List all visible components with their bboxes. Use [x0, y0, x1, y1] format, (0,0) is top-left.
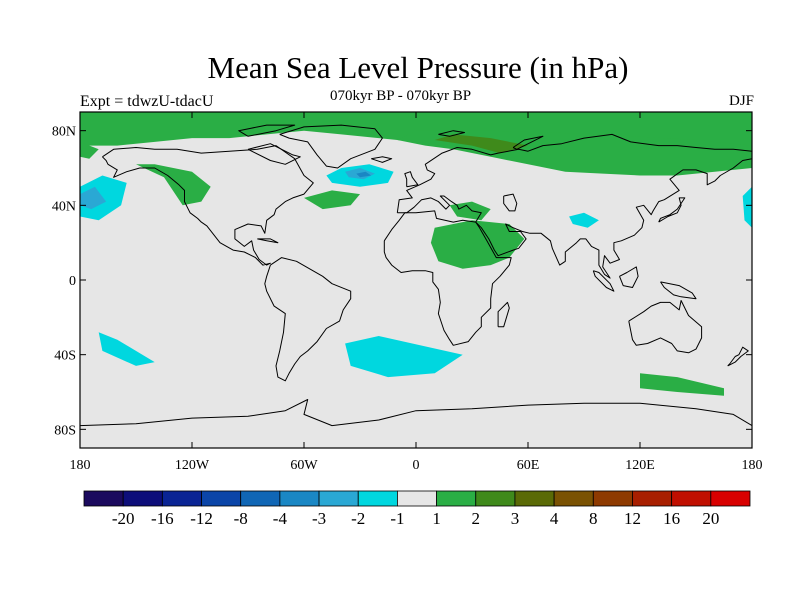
coastline-baffin [247, 143, 301, 165]
coastline-antarctica [80, 399, 752, 427]
experiment-label: Expt = tdwzU-tdacU [80, 93, 214, 110]
colorbar-label: 1 [432, 509, 441, 528]
x-tick-label: 120E [625, 458, 655, 473]
coastline-new-guinea [660, 281, 697, 300]
colorbar-label: 20 [702, 509, 719, 528]
colorbar-swatch [397, 490, 437, 507]
latitude-axis: 80N 40N 0 40S 80S [52, 125, 752, 438]
colorbar-swatch [201, 490, 242, 507]
colorbar-swatch [553, 490, 594, 507]
coastline-novaya-zemlya [512, 135, 544, 150]
colorbar-swatch [671, 490, 712, 507]
region-e-pacific-blue [742, 186, 752, 228]
longitude-axis: 180 120W 60W 0 60E 120E 180 [70, 112, 763, 473]
map-title: Mean Sea Level Pressure (in hPa) [207, 50, 629, 85]
colorbar-swatch [475, 490, 516, 507]
colorbar-swatch [710, 490, 751, 507]
region-africa-green [430, 220, 525, 269]
y-tick-label: 0 [69, 274, 76, 289]
colorbar-label: -12 [190, 509, 213, 528]
colorbar-swatch [83, 490, 124, 507]
colorbar-label: 2 [472, 509, 481, 528]
x-tick-label: 0 [413, 458, 420, 473]
colorbar-label: -16 [151, 509, 174, 528]
y-tick-label: 80S [54, 423, 76, 438]
colorbar-label: 4 [550, 509, 559, 528]
colorbar-swatch [122, 490, 163, 507]
map-plot-area [79, 111, 753, 449]
colorbar-label: 12 [624, 509, 641, 528]
coastline-new-zealand [727, 346, 749, 367]
coastline-borneo [619, 266, 639, 288]
coastline-uk [404, 171, 419, 188]
colorbar-swatch [632, 490, 673, 507]
region-n-pacific-blue [80, 175, 127, 221]
coastline-cuba [257, 238, 279, 244]
period-label: 070kyr BP - 070kyr BP [330, 88, 472, 104]
region-tibet-blue [569, 212, 599, 228]
x-tick-label: 60W [290, 458, 318, 473]
y-tick-label: 40N [52, 199, 76, 214]
coastline-greenland [279, 124, 383, 169]
coastline-madagascar [497, 301, 510, 328]
colorbar-label: 16 [663, 509, 680, 528]
y-tick-label: 40S [54, 349, 76, 364]
colorbar-swatch [240, 490, 281, 507]
x-tick-label: 180 [70, 458, 91, 473]
region-n-america-green [136, 164, 211, 206]
x-tick-label: 180 [742, 458, 763, 473]
anomaly-regions [80, 112, 752, 396]
colorbar-label: -3 [312, 509, 326, 528]
colorbar-label: -4 [273, 509, 288, 528]
x-tick-label: 60E [517, 458, 540, 473]
coastline-africa [383, 210, 512, 346]
coastline-sumatra [592, 270, 615, 292]
region-arctic-green-2 [80, 141, 99, 159]
colorbar-label: 3 [511, 509, 520, 528]
region-n-pacific-blue-dark [80, 186, 107, 210]
colorbar-swatch [279, 490, 320, 507]
y-tick-label: 80N [52, 125, 76, 140]
region-n-atlantic-blue-core [356, 171, 372, 178]
season-label: DJF [728, 93, 754, 109]
coastline-japan [658, 197, 686, 223]
colorbar-label: -8 [234, 509, 248, 528]
coastline-iceland [371, 156, 393, 163]
colorbar-swatch [436, 490, 477, 507]
colorbar: -20 -16 -12 -8 -4 -3 -2 -1 1 2 3 4 8 12 16 20 [83, 490, 751, 528]
coastline-caspian [503, 193, 518, 212]
coastline-south-america [264, 257, 352, 382]
coastline-australia [628, 300, 703, 354]
x-tick-label: 120W [175, 458, 210, 473]
colorbar-label: -20 [112, 509, 135, 528]
coastline-ellesmere [238, 124, 296, 137]
region-s-pacific-blue [98, 332, 155, 366]
colorbar-swatch [161, 490, 202, 507]
colorbar-label: 8 [589, 509, 598, 528]
region-eurasia-dark [434, 134, 528, 154]
region-med-green [449, 201, 491, 221]
colorbar-swatch [592, 490, 633, 507]
coastlines [80, 124, 752, 427]
colorbar-label: -2 [351, 509, 365, 528]
region-s-indian-green [640, 373, 724, 396]
region-mid-atlantic-green [304, 190, 360, 210]
coastline-svalbard [438, 130, 465, 137]
colorbar-swatch [357, 490, 398, 507]
colorbar-swatch [514, 490, 555, 507]
colorbar-swatch [318, 490, 359, 507]
colorbar-label: -1 [390, 509, 404, 528]
region-s-atlantic-blue [345, 336, 463, 378]
